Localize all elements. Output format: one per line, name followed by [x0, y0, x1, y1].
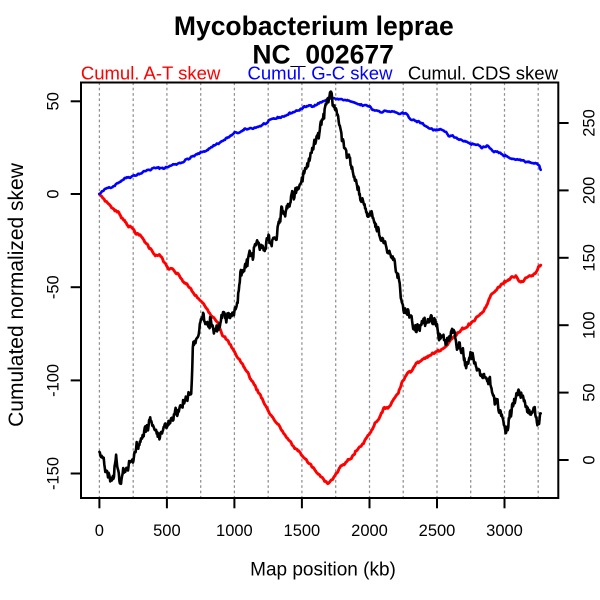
- svg-text:NC_002677: NC_002677: [252, 39, 393, 69]
- svg-text:Cumul. A-T skew: Cumul. A-T skew: [81, 62, 221, 83]
- svg-text:Cumul. CDS skew: Cumul. CDS skew: [408, 62, 559, 83]
- svg-text:-150: -150: [45, 457, 63, 490]
- svg-text:Mycobacterium leprae: Mycobacterium leprae: [174, 11, 454, 41]
- svg-text:1000: 1000: [216, 522, 253, 540]
- svg-text:3000: 3000: [486, 522, 523, 540]
- svg-text:Cumul. G-C skew: Cumul. G-C skew: [248, 62, 394, 83]
- svg-text:Cumulated normalized skew: Cumulated normalized skew: [5, 162, 28, 427]
- svg-text:500: 500: [153, 522, 181, 540]
- svg-text:50: 50: [581, 383, 599, 401]
- svg-text:-100: -100: [45, 364, 63, 397]
- svg-text:200: 200: [581, 177, 599, 205]
- svg-text:0: 0: [95, 522, 104, 540]
- svg-text:150: 150: [581, 244, 599, 272]
- svg-text:0: 0: [45, 189, 63, 198]
- svg-text:0: 0: [581, 455, 599, 464]
- svg-text:2000: 2000: [351, 522, 388, 540]
- svg-text:1500: 1500: [284, 522, 321, 540]
- svg-text:-50: -50: [45, 275, 63, 299]
- svg-text:2500: 2500: [419, 522, 456, 540]
- svg-text:100: 100: [581, 311, 599, 339]
- svg-text:Map position (kb): Map position (kb): [250, 560, 396, 581]
- svg-text:250: 250: [581, 109, 599, 137]
- svg-text:50: 50: [45, 92, 63, 110]
